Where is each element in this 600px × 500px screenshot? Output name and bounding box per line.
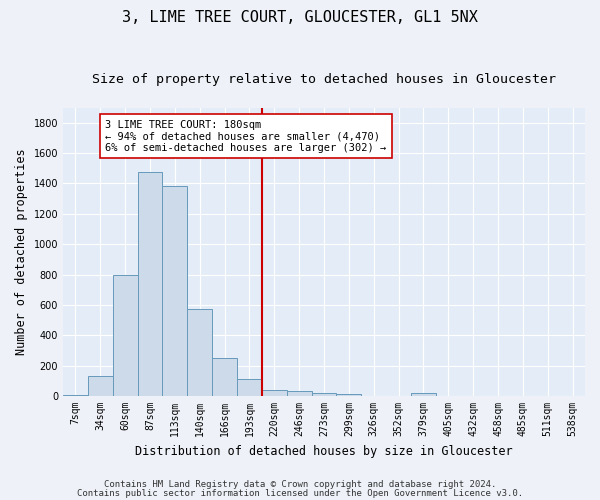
Bar: [287, 392, 311, 396]
Text: Contains public sector information licensed under the Open Government Licence v3: Contains public sector information licen…: [77, 489, 523, 498]
Bar: [311, 392, 337, 396]
X-axis label: Distribution of detached houses by size in Gloucester: Distribution of detached houses by size …: [135, 444, 513, 458]
Bar: [187, 310, 212, 396]
Title: Size of property relative to detached houses in Gloucester: Size of property relative to detached ho…: [92, 72, 556, 86]
Bar: [163, 186, 187, 396]
Bar: [63, 394, 88, 396]
Bar: [237, 378, 262, 396]
Text: Contains HM Land Registry data © Crown copyright and database right 2024.: Contains HM Land Registry data © Crown c…: [104, 480, 496, 489]
Y-axis label: Number of detached properties: Number of detached properties: [15, 148, 28, 355]
Bar: [262, 390, 287, 396]
Bar: [88, 376, 113, 396]
Bar: [137, 172, 163, 396]
Text: 3, LIME TREE COURT, GLOUCESTER, GL1 5NX: 3, LIME TREE COURT, GLOUCESTER, GL1 5NX: [122, 10, 478, 25]
Bar: [113, 276, 137, 396]
Bar: [337, 394, 361, 396]
Bar: [212, 358, 237, 396]
Text: 3 LIME TREE COURT: 180sqm
← 94% of detached houses are smaller (4,470)
6% of sem: 3 LIME TREE COURT: 180sqm ← 94% of detac…: [105, 120, 386, 153]
Bar: [411, 393, 436, 396]
